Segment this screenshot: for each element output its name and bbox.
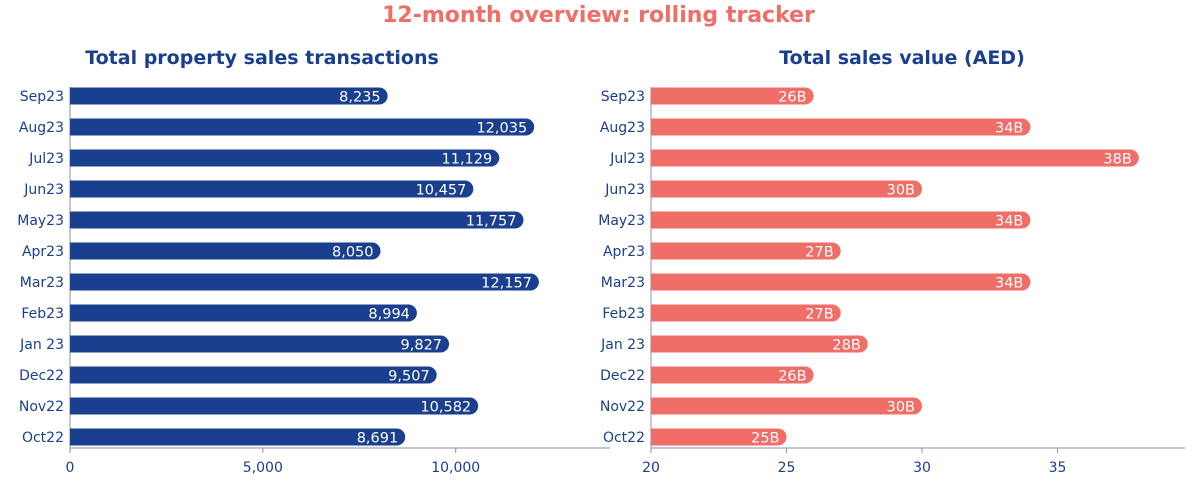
bar	[70, 428, 406, 446]
bar	[70, 149, 500, 167]
data-label: 25B	[751, 431, 779, 447]
x-tick-label: 25	[778, 460, 796, 476]
data-label: 11,129	[442, 152, 493, 168]
category-label: Sep23	[20, 89, 64, 105]
category-label: Oct22	[22, 430, 64, 446]
data-label: 28B	[832, 338, 860, 354]
data-label: 8,235	[339, 90, 381, 106]
x-tick-label: 5,000	[243, 460, 283, 476]
data-label: 8,994	[368, 307, 410, 323]
bar	[651, 242, 841, 260]
bar	[70, 273, 539, 291]
category-label: Aug23	[19, 120, 64, 136]
x-tick-label: 20	[642, 460, 660, 476]
data-label: 12,157	[481, 276, 532, 292]
bar	[70, 118, 535, 136]
data-label: 38B	[1103, 152, 1131, 168]
data-label: 34B	[995, 214, 1023, 230]
bar	[651, 428, 787, 446]
data-label: 34B	[995, 121, 1023, 137]
bar	[651, 335, 868, 353]
data-label: 10,457	[416, 183, 467, 199]
bar	[651, 118, 1031, 136]
x-tick-label: 35	[1049, 460, 1067, 476]
category-label: Jan 23	[600, 337, 645, 353]
bar	[651, 273, 1031, 291]
category-label: Oct22	[603, 430, 645, 446]
bar	[70, 366, 437, 384]
category-label: Nov22	[600, 399, 645, 415]
category-label: Jun23	[604, 182, 645, 198]
category-label: May23	[17, 213, 64, 229]
bar	[651, 149, 1139, 167]
bar	[651, 304, 841, 322]
category-label: Jan 23	[19, 337, 64, 353]
data-label: 9,507	[388, 369, 430, 385]
data-label: 30B	[887, 400, 915, 416]
bar	[651, 87, 814, 105]
category-label: Jun23	[23, 182, 64, 198]
category-label: Dec22	[600, 368, 645, 384]
bar	[651, 211, 1031, 229]
category-label: Jul23	[28, 151, 64, 167]
category-label: Apr23	[22, 244, 64, 260]
category-label: Aug23	[600, 120, 645, 136]
category-label: Nov22	[19, 399, 64, 415]
bar	[70, 87, 388, 105]
data-label: 26B	[778, 90, 806, 106]
bar	[651, 397, 922, 415]
data-label: 30B	[887, 183, 915, 199]
category-label: Mar23	[20, 275, 64, 291]
bar	[70, 304, 417, 322]
category-label: Jul23	[609, 151, 645, 167]
data-label: 12,035	[476, 121, 527, 137]
x-tick-label: 0	[66, 460, 75, 476]
bar	[70, 242, 381, 260]
data-label: 11,757	[466, 214, 517, 230]
category-label: Feb23	[21, 306, 64, 322]
data-label: 8,050	[332, 245, 374, 261]
data-label: 34B	[995, 276, 1023, 292]
x-tick-label: 10,000	[431, 460, 480, 476]
category-label: Feb23	[602, 306, 645, 322]
bar	[70, 180, 474, 198]
data-label: 9,827	[401, 338, 443, 354]
category-label: Dec22	[19, 368, 64, 384]
data-label: 26B	[778, 369, 806, 385]
chart-title: Total sales value (AED)	[779, 47, 1025, 69]
category-label: Sep23	[601, 89, 645, 105]
category-label: May23	[598, 213, 645, 229]
data-label: 10,582	[420, 400, 471, 416]
bar	[651, 366, 814, 384]
x-tick-label: 30	[913, 460, 931, 476]
bar	[651, 180, 922, 198]
category-label: Mar23	[601, 275, 645, 291]
data-label: 8,691	[357, 431, 399, 447]
bar	[70, 211, 524, 229]
category-label: Apr23	[603, 244, 645, 260]
data-label: 27B	[805, 245, 833, 261]
chart-title: Total property sales transactions	[85, 47, 439, 69]
page-title: 12-month overview: rolling tracker	[382, 3, 815, 28]
data-label: 27B	[805, 307, 833, 323]
bar	[70, 397, 479, 415]
bar	[70, 335, 450, 353]
